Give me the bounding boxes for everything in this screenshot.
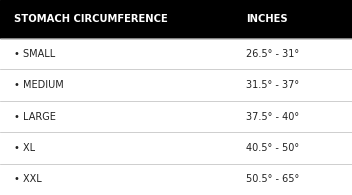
Text: 40.5° - 50°: 40.5° - 50° — [246, 143, 300, 153]
Text: • XXL: • XXL — [14, 174, 42, 184]
Bar — [0, 101, 352, 132]
Text: STOMACH CIRCUMFERENCE: STOMACH CIRCUMFERENCE — [14, 14, 168, 24]
Bar — [0, 38, 352, 69]
Bar — [0, 0, 352, 38]
Text: 50.5° - 65°: 50.5° - 65° — [246, 174, 300, 184]
Text: 37.5° - 40°: 37.5° - 40° — [246, 112, 300, 121]
Bar — [0, 132, 352, 164]
Text: • SMALL: • SMALL — [14, 49, 55, 59]
Text: INCHES: INCHES — [246, 14, 288, 24]
Text: • LARGE: • LARGE — [14, 112, 56, 121]
Bar — [0, 69, 352, 101]
Text: 26.5° - 31°: 26.5° - 31° — [246, 49, 300, 59]
Text: • MEDIUM: • MEDIUM — [14, 80, 64, 90]
Text: • XL: • XL — [14, 143, 35, 153]
Bar — [0, 164, 352, 195]
Text: 31.5° - 37°: 31.5° - 37° — [246, 80, 300, 90]
